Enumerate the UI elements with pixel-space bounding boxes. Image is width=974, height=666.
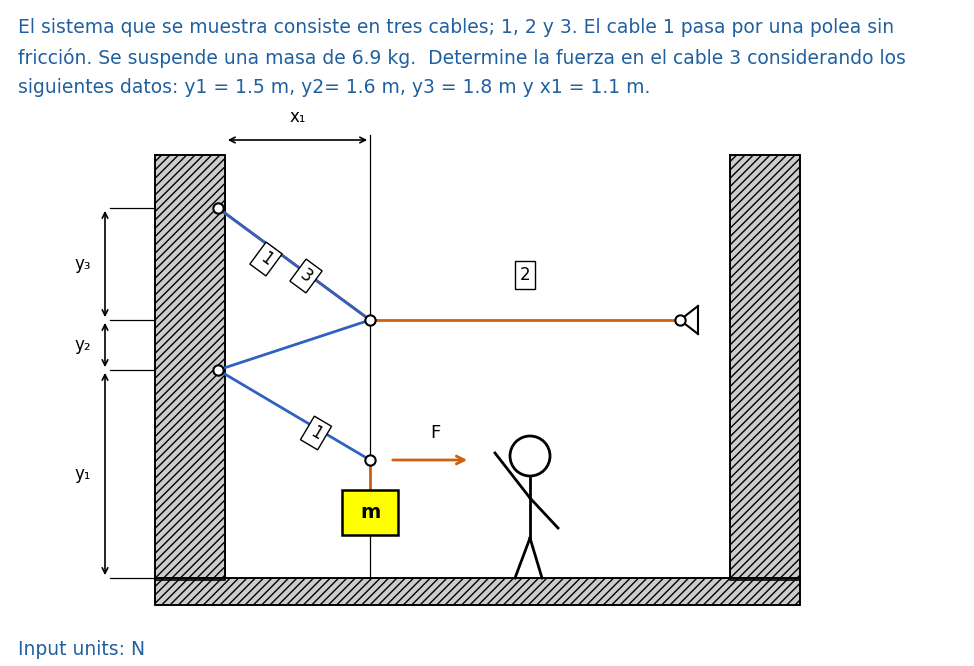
Bar xyxy=(730,155,800,580)
Bar xyxy=(342,490,398,535)
Point xyxy=(210,365,226,376)
Text: 3: 3 xyxy=(296,266,316,286)
Text: siguientes datos: y1 = 1.5 m, y2= 1.6 m, y3 = 1.8 m y x1 = 1.1 m.: siguientes datos: y1 = 1.5 m, y2= 1.6 m,… xyxy=(18,78,651,97)
Text: y₃: y₃ xyxy=(74,255,91,273)
Text: m: m xyxy=(359,503,380,522)
Bar xyxy=(155,155,225,580)
Text: 1: 1 xyxy=(256,248,276,269)
Text: fricción. Se suspende una masa de 6.9 kg.  Determine la fuerza en el cable 3 con: fricción. Se suspende una masa de 6.9 kg… xyxy=(18,48,906,68)
Bar xyxy=(155,578,800,605)
Text: x₁: x₁ xyxy=(289,108,306,126)
Point xyxy=(672,314,688,325)
Point xyxy=(210,202,226,213)
Text: El sistema que se muestra consiste en tres cables; 1, 2 y 3. El cable 1 pasa por: El sistema que se muestra consiste en tr… xyxy=(18,18,894,37)
Circle shape xyxy=(510,436,550,476)
Text: F: F xyxy=(430,424,440,442)
Text: Input units: N: Input units: N xyxy=(18,640,145,659)
Text: y₂: y₂ xyxy=(74,336,91,354)
Text: y₁: y₁ xyxy=(74,465,91,483)
Text: 2: 2 xyxy=(520,266,530,284)
Point xyxy=(362,455,378,466)
Text: 1: 1 xyxy=(307,422,325,444)
Point xyxy=(362,314,378,325)
